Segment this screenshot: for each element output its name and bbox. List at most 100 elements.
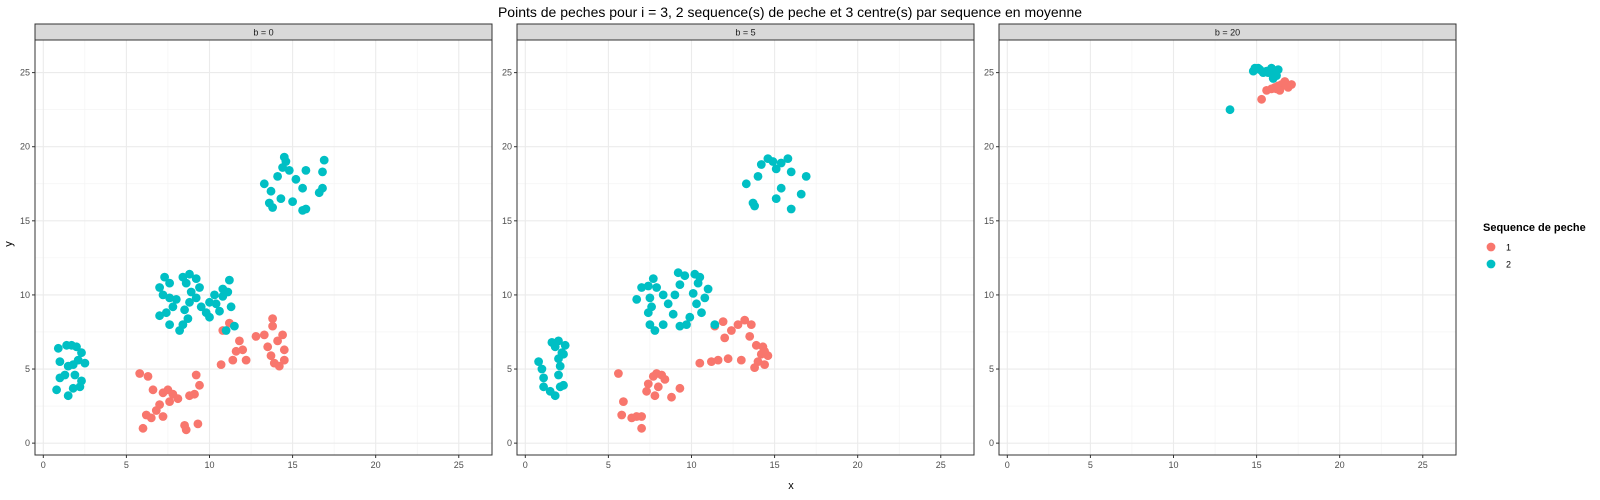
data-point-series-2 — [178, 272, 188, 282]
x-tick-label: 25 — [936, 460, 946, 470]
data-point-series-1 — [650, 391, 660, 401]
data-point-series-1 — [760, 360, 769, 369]
x-tick-label: 5 — [1088, 460, 1093, 470]
x-tick-label: 10 — [1168, 460, 1178, 470]
data-point-series-1 — [231, 346, 241, 356]
data-point-series-1 — [173, 394, 183, 404]
data-point-series-2 — [288, 197, 297, 207]
data-point-series-2 — [221, 326, 231, 335]
data-point-series-1 — [667, 392, 676, 402]
data-point-series-2 — [756, 160, 766, 169]
data-point-series-2 — [771, 194, 781, 204]
facet-strip-label: b = 20 — [1215, 28, 1240, 38]
data-point-series-1 — [733, 320, 743, 329]
y-tick-label: 20 — [502, 142, 512, 152]
data-point-series-2 — [60, 370, 70, 380]
data-point-series-1 — [268, 314, 277, 323]
data-point-series-1 — [251, 332, 261, 341]
y-tick-label: 15 — [502, 216, 512, 226]
data-point-series-2 — [70, 370, 80, 380]
data-point-series-1 — [1282, 81, 1291, 91]
data-point-series-1 — [228, 355, 238, 365]
data-point-series-2 — [218, 284, 228, 294]
data-point-series-1 — [216, 360, 226, 369]
y-tick-label: 5 — [989, 364, 994, 374]
data-point-series-1 — [713, 355, 723, 365]
y-tick-label: 25 — [984, 68, 994, 78]
data-point-series-1 — [193, 419, 203, 429]
y-tick-label: 10 — [984, 290, 994, 300]
data-point-series-1 — [278, 330, 287, 340]
data-point-series-1 — [263, 342, 273, 352]
data-point-series-1 — [660, 375, 670, 384]
facet-strip-label: b = 0 — [253, 28, 273, 38]
y-tick-label: 5 — [507, 364, 512, 374]
data-point-series-2 — [1263, 68, 1273, 77]
data-point-series-2 — [68, 383, 78, 393]
data-point-series-1 — [266, 351, 276, 361]
data-point-series-1 — [619, 397, 628, 406]
data-point-series-2 — [537, 364, 547, 374]
data-point-series-2 — [273, 172, 282, 181]
data-point-series-2 — [55, 357, 65, 366]
data-point-series-1 — [238, 345, 248, 355]
data-point-series-2 — [695, 272, 705, 282]
data-point-series-2 — [555, 361, 565, 371]
data-point-series-2 — [266, 186, 276, 196]
data-point-series-2 — [226, 302, 236, 312]
data-point-series-2 — [685, 312, 695, 322]
data-point-series-2 — [80, 358, 90, 368]
data-point-series-2 — [178, 320, 188, 329]
data-point-series-2 — [700, 293, 710, 303]
data-point-series-2 — [741, 179, 751, 189]
data-point-series-1 — [637, 423, 646, 433]
data-point-series-1 — [750, 363, 759, 372]
data-point-series-2 — [191, 274, 201, 283]
data-point-series-1 — [195, 380, 204, 390]
facet-panel: b = 0 0 5 10 15 20 25 0 5 10 15 20 25 — [20, 23, 493, 470]
y-tick-label: 15 — [984, 216, 994, 226]
x-tick-label: 15 — [770, 460, 780, 470]
plot-background — [35, 40, 492, 455]
data-point-series-2 — [786, 204, 796, 214]
panel-border — [516, 39, 975, 456]
y-tick-label: 25 — [20, 68, 30, 78]
data-point-series-2 — [279, 152, 289, 162]
x-tick-label: 20 — [1335, 460, 1345, 470]
data-point-series-2 — [155, 283, 165, 292]
data-point-series-2 — [284, 166, 294, 175]
data-point-series-2 — [796, 189, 806, 199]
x-tick-label: 0 — [41, 460, 46, 470]
data-point-series-1 — [642, 386, 651, 396]
x-tick-label: 25 — [454, 460, 464, 470]
data-point-series-2 — [268, 203, 277, 212]
data-point-series-2 — [195, 283, 204, 292]
data-point-series-2 — [205, 312, 214, 322]
data-point-series-2 — [539, 373, 548, 383]
data-point-series-2 — [301, 204, 311, 214]
data-point-series-2 — [783, 154, 793, 164]
data-point-series-1 — [746, 320, 756, 329]
x-tick-label: 20 — [853, 460, 863, 470]
data-point-series-1 — [151, 406, 161, 415]
data-point-series-2 — [155, 311, 165, 321]
data-point-series-1 — [135, 369, 145, 378]
data-point-series-2 — [703, 284, 713, 294]
data-point-series-2 — [643, 281, 653, 291]
data-point-series-1 — [614, 369, 623, 378]
data-point-series-2 — [547, 338, 557, 347]
data-point-series-2 — [75, 382, 85, 392]
data-point-series-1 — [643, 379, 653, 389]
data-point-series-2 — [539, 382, 548, 392]
facet-panel: b = 5 0 5 10 15 20 25 0 5 10 15 20 25 — [502, 23, 975, 470]
data-point-series-2 — [771, 164, 781, 174]
y-tick-label: 0 — [507, 438, 512, 448]
x-tick-label: 20 — [371, 460, 381, 470]
data-point-series-2 — [688, 289, 698, 298]
data-point-series-2 — [77, 348, 86, 358]
data-point-series-2 — [318, 183, 327, 193]
data-point-series-1 — [259, 330, 269, 340]
data-point-series-2 — [554, 370, 563, 380]
data-point-series-2 — [753, 172, 763, 181]
data-point-series-1 — [273, 336, 282, 346]
